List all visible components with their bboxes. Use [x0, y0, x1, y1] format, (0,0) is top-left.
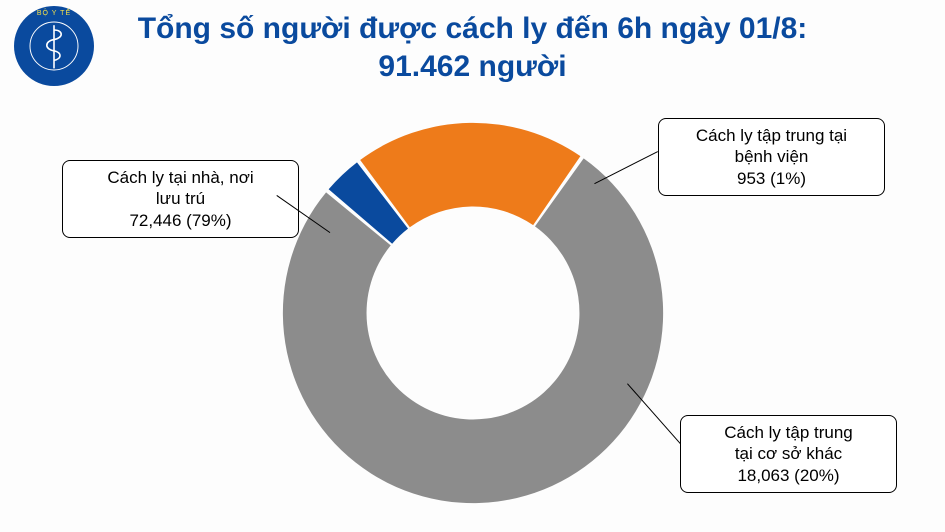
- callout-home: Cách ly tại nhà, nơi lưu trú 72,446 (79%…: [62, 160, 299, 238]
- callout-other-facilities: Cách ly tập trung tại cơ sở khác 18,063 …: [680, 415, 897, 493]
- callout-hospital-l2: bệnh viện: [735, 147, 809, 166]
- callout-home-l2: lưu trú: [156, 189, 205, 208]
- callout-hospital: Cách ly tập trung tại bệnh viện 953 (1%): [658, 118, 885, 196]
- callout-home-l3: 72,446 (79%): [129, 211, 231, 230]
- callout-other-l2: tại cơ sở khác: [735, 444, 842, 463]
- infographic-page: BỘ Y TẾ Tổng số người được cách ly đến 6…: [0, 0, 945, 532]
- donut-slice-home: [282, 158, 662, 503]
- title-line2: 91.462 người: [378, 50, 566, 83]
- callout-hospital-l3: 953 (1%): [737, 169, 806, 188]
- callout-other-l1: Cách ly tập trung: [724, 423, 853, 442]
- callout-home-l1: Cách ly tại nhà, nơi: [107, 168, 253, 187]
- callout-other-l3: 18,063 (20%): [737, 466, 839, 485]
- title-line1: Tổng số người được cách ly đến 6h ngày 0…: [138, 12, 808, 45]
- page-title: Tổng số người được cách ly đến 6h ngày 0…: [0, 10, 945, 85]
- callout-hospital-l1: Cách ly tập trung tại: [696, 126, 847, 145]
